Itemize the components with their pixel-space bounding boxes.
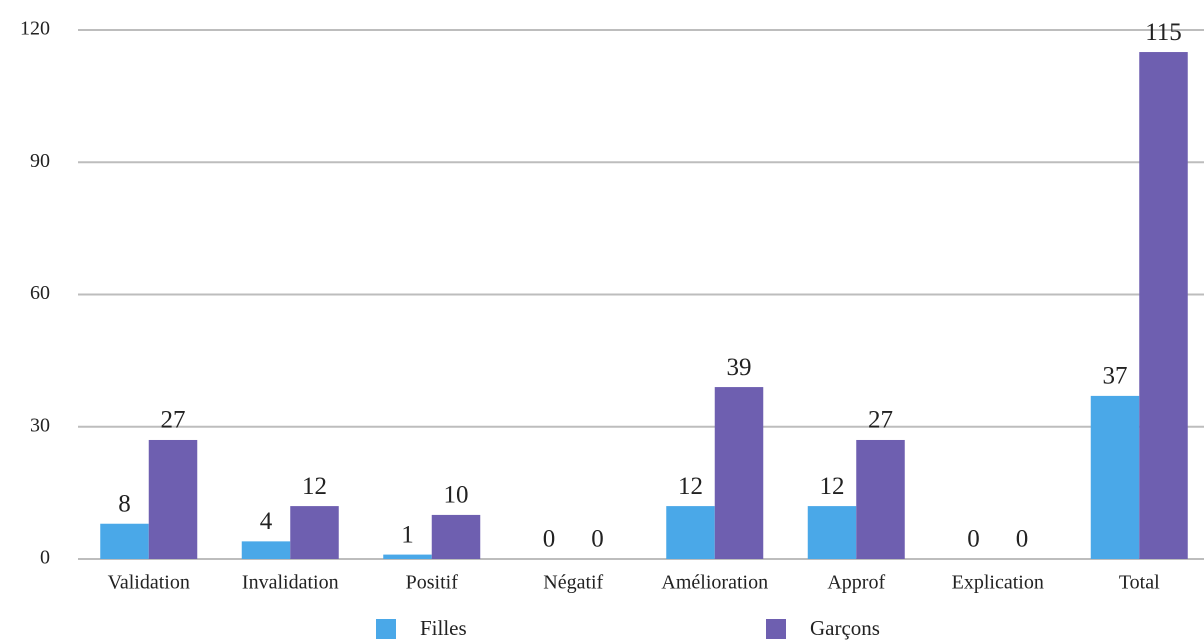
bar	[241, 541, 291, 559]
bar	[807, 506, 857, 559]
value-label: 0	[543, 526, 556, 553]
bar	[383, 554, 432, 559]
x-tick-label: Négatif	[543, 572, 603, 594]
value-label: 115	[1145, 19, 1182, 46]
x-tick-label: Explication	[952, 572, 1044, 594]
value-label: 1	[401, 521, 414, 548]
y-tick-label: 90	[30, 150, 50, 172]
bar	[290, 506, 339, 559]
value-label: 0	[967, 526, 980, 553]
x-tick-label: Approf	[827, 572, 885, 594]
legend-swatch	[376, 619, 396, 639]
y-tick-label: 60	[30, 282, 50, 304]
bar	[856, 439, 905, 559]
legend-label: Garçons	[810, 616, 880, 640]
bar	[148, 439, 198, 559]
value-label: 12	[678, 473, 703, 500]
y-tick-label: 120	[20, 18, 50, 40]
value-label: 37	[1103, 363, 1128, 390]
legend-label: Filles	[420, 616, 467, 640]
value-label: 12	[820, 473, 845, 500]
value-label: 12	[302, 473, 327, 500]
value-label: 27	[161, 407, 186, 434]
value-label: 10	[444, 482, 469, 509]
value-label: 27	[868, 407, 893, 434]
x-tick-label: Invalidation	[242, 572, 339, 594]
x-tick-label: Amélioration	[661, 572, 768, 594]
x-tick-label: Validation	[108, 572, 190, 594]
legend-swatch	[766, 619, 786, 639]
value-label: 39	[727, 354, 752, 381]
bar	[666, 506, 715, 559]
x-tick-label: Positif	[406, 572, 459, 594]
bar	[1090, 395, 1140, 559]
value-label: 0	[591, 526, 604, 553]
bar	[431, 514, 481, 559]
x-tick-label: Total	[1119, 572, 1160, 594]
value-label: 0	[1016, 526, 1029, 553]
bar	[714, 387, 764, 559]
y-tick-label: 0	[40, 547, 50, 569]
bar	[100, 523, 149, 559]
value-label: 4	[260, 508, 273, 535]
bar	[1139, 52, 1188, 560]
value-label: 8	[118, 490, 131, 517]
y-tick-label: 30	[30, 414, 50, 436]
